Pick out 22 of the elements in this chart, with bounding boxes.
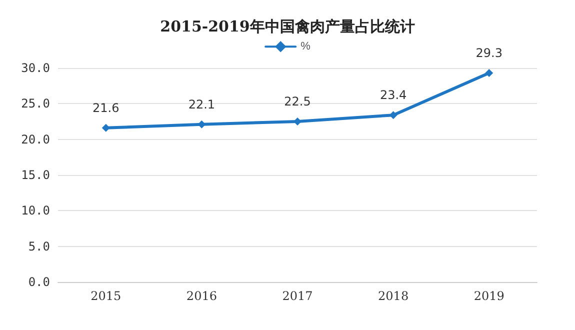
y-tick-label: 5.0: [28, 239, 50, 254]
x-tick-label: 2016: [186, 289, 217, 303]
point: [102, 124, 110, 132]
y-tick-label: 25.0: [21, 96, 50, 111]
data-label: 22.5: [284, 94, 311, 108]
x-tick-label: 2019: [474, 289, 504, 303]
point: [294, 118, 302, 126]
chart-title: 2015-2019年中国禽肉产量占比统计: [160, 18, 415, 36]
y-tick-label: 10.0: [21, 204, 50, 218]
x-tick-label: 2015: [90, 289, 122, 303]
point: [485, 68, 494, 77]
y-tick-label: 15.0: [21, 168, 50, 182]
data-label: 29.3: [476, 46, 502, 60]
legend-label: %: [300, 40, 311, 53]
data-label: 21.6: [92, 100, 120, 115]
x-tick-label: 2017: [282, 289, 313, 303]
data-label: 23.4: [380, 88, 407, 102]
y-tick-label: 30.0: [21, 61, 50, 75]
x-tick-label: 2018: [378, 289, 409, 303]
y-tick-label: 20.0: [21, 132, 50, 146]
data-label: 22.1: [188, 97, 216, 112]
y-tick-label: 0.0: [28, 275, 50, 289]
